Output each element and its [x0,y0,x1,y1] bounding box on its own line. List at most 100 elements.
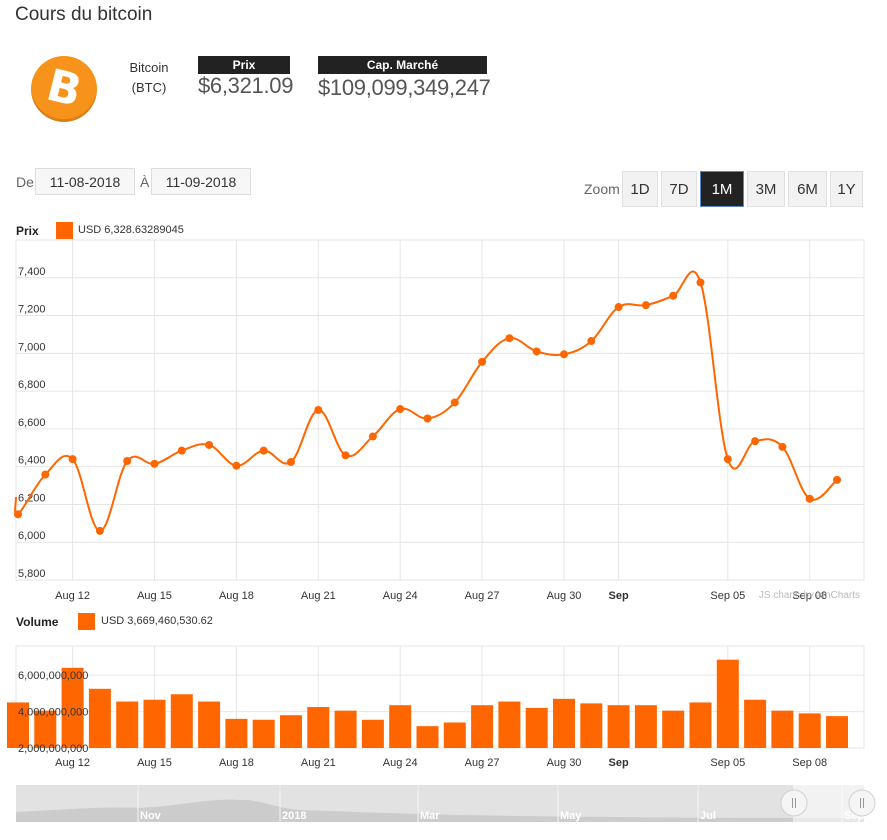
zoom-button-1d[interactable]: 1D [622,171,658,207]
price-data-point [68,455,77,464]
navigator-tick-label: Nov [140,810,162,822]
volume-x-tick-label: Aug 24 [383,757,418,769]
price-data-point [641,301,650,310]
volume-bar [88,688,111,748]
to-date-input[interactable] [151,168,251,195]
volume-x-tick-label: Sep 08 [792,757,827,769]
price-chart-title: Prix [16,224,39,238]
volume-bar [198,701,221,748]
navigator-right-handle[interactable] [848,789,876,817]
price-data-point [41,470,50,479]
volume-y-tick-label: 6,000,000,000 [18,670,88,682]
price-data-point [259,446,268,455]
price-data-point [833,475,841,484]
price-y-tick-label: 6,800 [18,379,46,391]
zoom-button-6m[interactable]: 6M [788,171,827,207]
price-legend-swatch [56,222,73,239]
price-data-point [287,457,295,466]
navigator-tick-label: May [560,810,582,822]
volume-bar [225,718,248,748]
marketcap-label: Cap. Marché [318,56,487,74]
navigator-right-handle-knob [848,789,876,817]
price-x-tick-label: Sep 08 [792,590,827,602]
zoom-button-7d[interactable]: 7D [661,171,697,207]
navigator-tick-label: 2018 [282,810,306,822]
price-y-tick-label: 6,400 [18,455,46,467]
navigator-tick-label: Jul [700,810,716,822]
volume-x-tick-label: Sep 05 [710,757,745,769]
price-plot-area [15,239,865,581]
volume-bar [580,703,603,748]
price-data-point [95,526,104,535]
price-x-tick-label: Aug 30 [547,590,582,602]
price-x-tick-label: Sep [609,590,629,602]
volume-y-tick-label: 2,000,000,000 [18,743,88,755]
price-x-tick-label: Aug 15 [137,590,172,602]
volume-bar [307,707,330,748]
volume-bar [389,705,412,748]
price-label: Prix [198,56,290,74]
price-data-point [450,398,459,407]
volume-bar [61,667,84,748]
volume-bar [34,710,57,748]
price-data-point [587,337,596,346]
zoom-label: Zoom [584,181,620,197]
zoom-button-3m[interactable]: 3M [747,171,785,207]
volume-x-tick-label: Aug 30 [547,757,582,769]
zoom-button-1y[interactable]: 1Y [830,171,863,207]
price-data-point [532,347,541,356]
page-title: Cours du bitcoin [15,4,153,25]
price-y-tick-label: 7,200 [18,304,46,316]
volume-bar [826,716,848,748]
volume-bar [361,719,384,748]
volume-x-tick-label: Aug 27 [465,757,500,769]
volume-bar [607,705,630,748]
volume-x-tick-label: Aug 18 [219,757,254,769]
price-legend-text: USD 6,328.63289045 [78,224,184,236]
price-x-tick-label: Aug 21 [301,590,336,602]
price-data-point [723,455,732,464]
volume-bar [771,710,794,748]
volume-bar [689,702,712,748]
price-y-tick-label: 7,400 [18,266,46,278]
volume-y-tick-label: 4,000,000,000 [18,707,88,719]
volume-bar [252,719,275,748]
volume-bar [525,707,548,748]
price-data-point [341,451,350,460]
from-date-input[interactable] [35,168,135,195]
price-data-point [423,414,432,423]
navigator-left-handle[interactable] [780,789,808,817]
volume-bar [170,694,193,748]
price-data-point [751,437,760,446]
volume-legend-swatch [78,613,95,630]
volume-x-tick-label: Aug 21 [301,757,336,769]
volume-x-tick-label: Sep [609,757,629,769]
from-label: De [16,174,34,190]
coin-name-block: Bitcoin (BTC) [122,58,176,98]
price-data-point [696,278,705,287]
zoom-button-1m[interactable]: 1M [700,171,744,207]
price-x-tick-label: Aug 24 [383,590,418,602]
volume-bar [634,705,657,748]
volume-bar [553,698,575,748]
volume-chart-title: Volume [16,615,59,629]
price-data-point [150,459,159,468]
price-value: $6,321.09 [198,73,294,98]
navigator-left-handle-knob [780,789,808,817]
volume-bar [7,702,29,748]
price-y-tick-label: 6,600 [18,417,46,429]
volume-bar [443,722,466,748]
price-data-point [123,457,132,465]
price-data-point [669,291,678,300]
chart-watermark: JS charts by amCharts [759,590,860,601]
volume-x-tick-label: Aug 12 [55,757,90,769]
price-data-point [505,334,514,343]
price-data-point [205,440,214,449]
navigator-tick-label: Mar [420,810,440,822]
volume-bar [280,715,302,748]
price-data-point [778,442,787,451]
price-y-tick-label: 7,000 [18,341,46,353]
price-data-point [396,405,405,414]
volume-bar [416,726,439,748]
